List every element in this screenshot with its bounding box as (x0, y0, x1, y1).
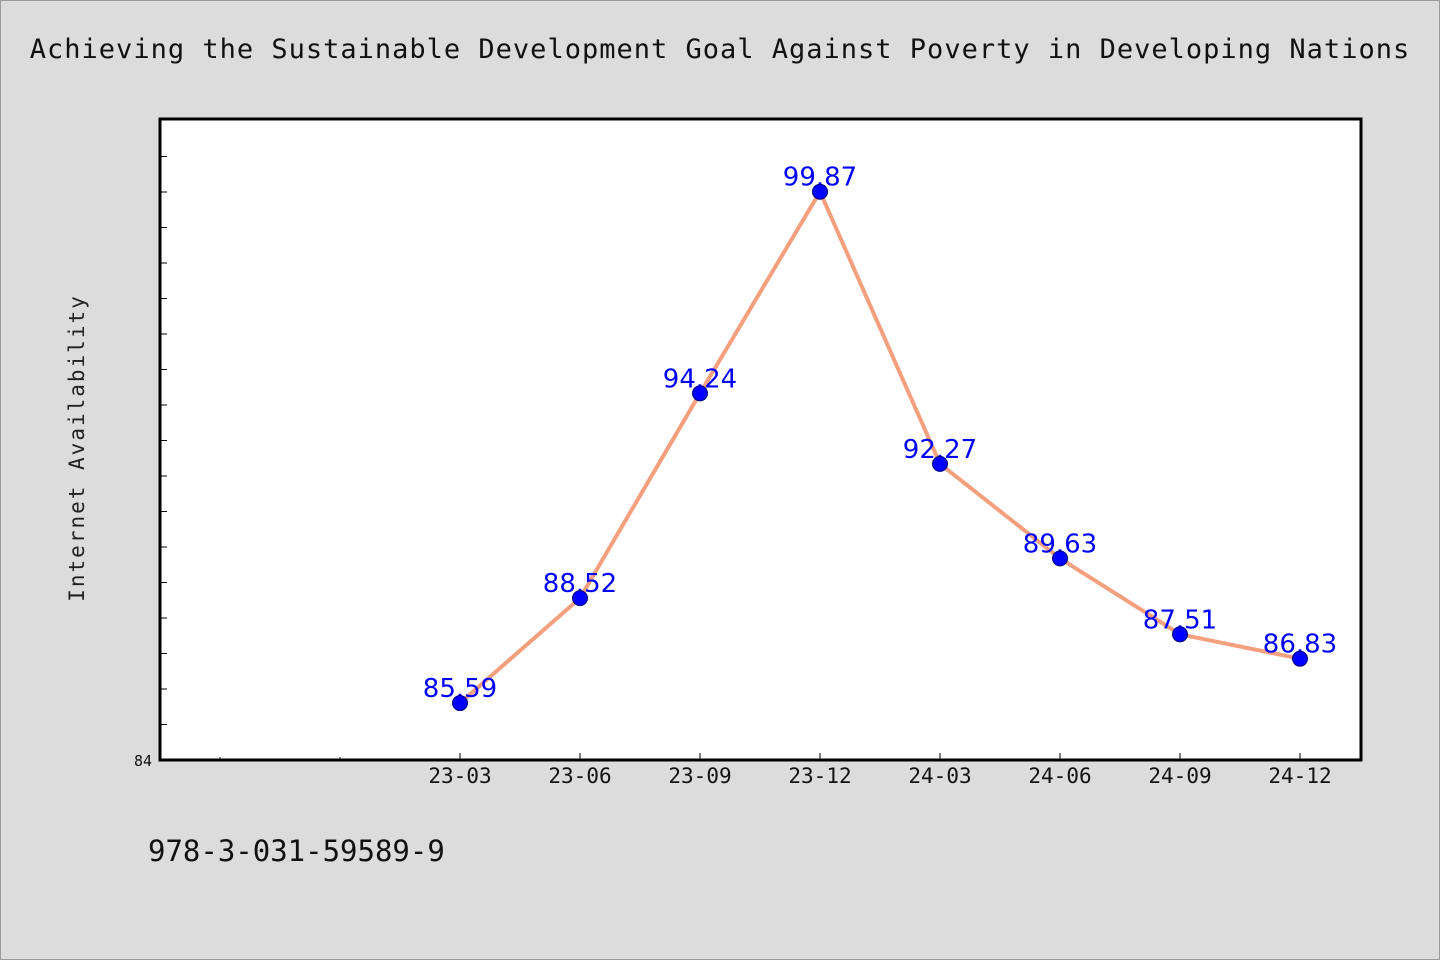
series-line (458, 189, 1302, 706)
x-tick-label: 23-12 (788, 764, 851, 788)
data-point (452, 695, 468, 712)
x-axis-ticks: 23-03 23-06 23-09 23-12 24-03 24-06 24-09 24-12 (219, 753, 1332, 788)
x-tick-label: 24-03 (908, 764, 971, 788)
x-tick-label: 24-06 (1028, 764, 1091, 788)
x-tick-label: 23-03 (428, 764, 491, 788)
data-point (812, 183, 828, 200)
x-tick-label: 24-09 (1148, 764, 1211, 788)
y-axis-label: Internet Availability (65, 294, 89, 602)
x-tick-label: 24-12 (1268, 764, 1331, 788)
plot-area (160, 119, 1361, 760)
data-point (1292, 650, 1308, 667)
data-point (1172, 626, 1188, 643)
data-point (1052, 550, 1068, 567)
plot-border (158, 117, 1363, 762)
data-point (932, 455, 948, 472)
chart-title: Achieving the Sustainable Development Go… (29, 34, 1411, 65)
x-tick-label: 23-06 (548, 764, 611, 788)
footer-code: 978-3-031-59589-9 (148, 834, 445, 868)
data-point (692, 385, 708, 402)
data-point (572, 590, 588, 607)
x-tick-label: 23-09 (668, 764, 731, 788)
y-tick-label: 84 (134, 752, 152, 770)
